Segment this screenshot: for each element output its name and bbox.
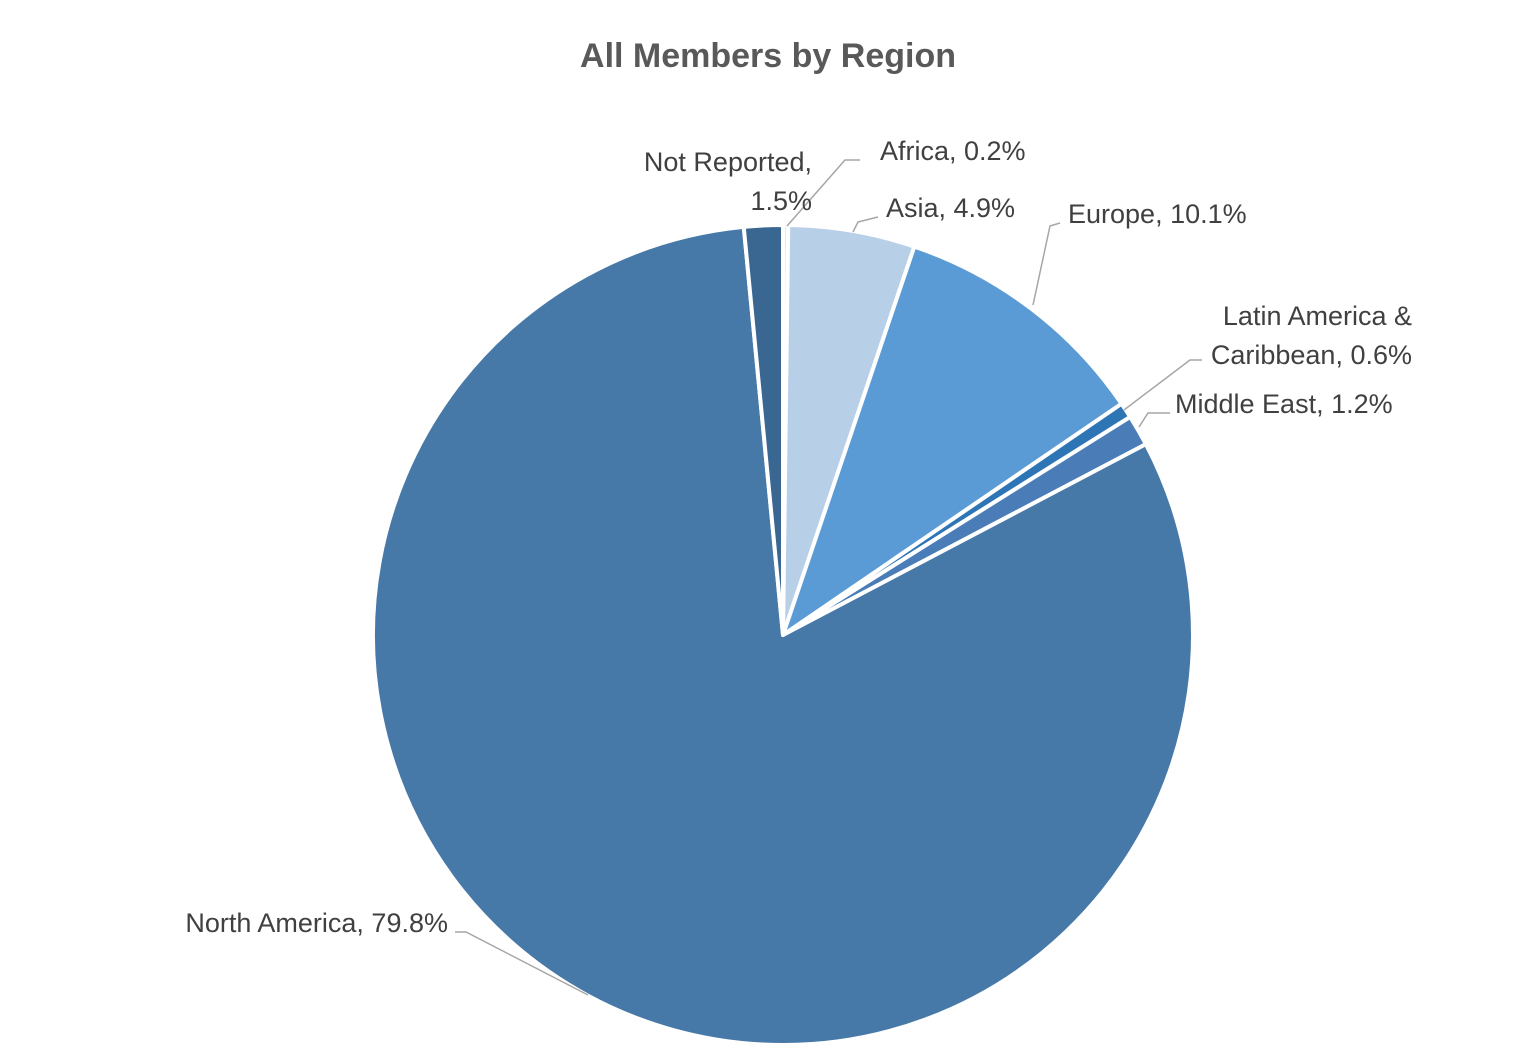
leader-line-africa — [786, 159, 860, 227]
data-label-africa: Africa, 0.2% — [880, 136, 1026, 166]
data-label-asia: Asia, 4.9% — [886, 193, 1015, 223]
data-label-not-reported: Not Reported, 1.5% — [644, 147, 812, 216]
data-label-europe: Europe, 10.1% — [1068, 199, 1247, 229]
data-label-latin-america-and-caribbean: Latin America & Caribbean, 0.6% — [1211, 301, 1412, 370]
leader-line-latin-america-and-caribbean — [1123, 359, 1202, 411]
leader-lines — [455, 159, 1202, 996]
leader-line-middle-east — [1138, 412, 1170, 428]
pie-slice-not-reported — [741, 222, 785, 637]
pie-slice-europe — [781, 244, 1124, 637]
leader-line-north-america — [455, 931, 589, 996]
leader-line-asia — [852, 216, 879, 233]
data-label-middle-east: Middle East, 1.2% — [1175, 389, 1393, 419]
leader-line-europe — [1032, 222, 1061, 306]
data-label-north-america: North America, 79.8% — [185, 908, 448, 938]
data-labels: Africa, 0.2% Asia, 4.9% Europe, 10.1% Latin… — [185, 136, 1412, 938]
pie-slices — [371, 222, 1195, 1047]
chart-title: All Members by Region — [580, 37, 956, 75]
